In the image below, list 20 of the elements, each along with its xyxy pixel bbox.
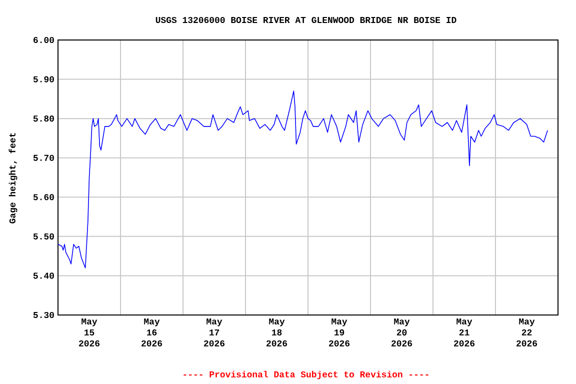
y-axis-title: Gage height, feet (8, 133, 18, 224)
y-tick-label: 5.30 (33, 312, 54, 318)
x-tick-label: May 22 2026 (516, 318, 538, 346)
x-tick-label: May 19 2026 (329, 318, 350, 346)
y-tick-label: 6.00 (34, 36, 54, 44)
x-tick-label: May 20 2026 (392, 318, 412, 346)
x-tick-label: May 16 2026 (142, 318, 162, 346)
x-tick-label: May 21 2026 (454, 318, 475, 346)
text: ---- Provisional Data Subject to Revision ---- (184, 370, 428, 380)
x-tick-label: May 15 2026 (79, 318, 100, 346)
y-tick-label: 5.90 (33, 76, 54, 82)
line-series (58, 90, 548, 268)
x-tick-label: May 17 2026 (204, 318, 225, 346)
y-tick-label: 5.40 (33, 272, 54, 279)
y-tick-label: 5.50 (33, 233, 54, 240)
y-tick-label: 5.60 (33, 194, 54, 200)
y-tick-label: 5.70 (33, 154, 54, 161)
y-tick-label: 5.80 (33, 116, 54, 122)
chart-title: USGS 13206000 BOISE RIVER AT GLENWOOD BRIDGE NR BOISE ID (156, 16, 456, 24)
x-tick-label: May 18 2026 (266, 318, 288, 346)
